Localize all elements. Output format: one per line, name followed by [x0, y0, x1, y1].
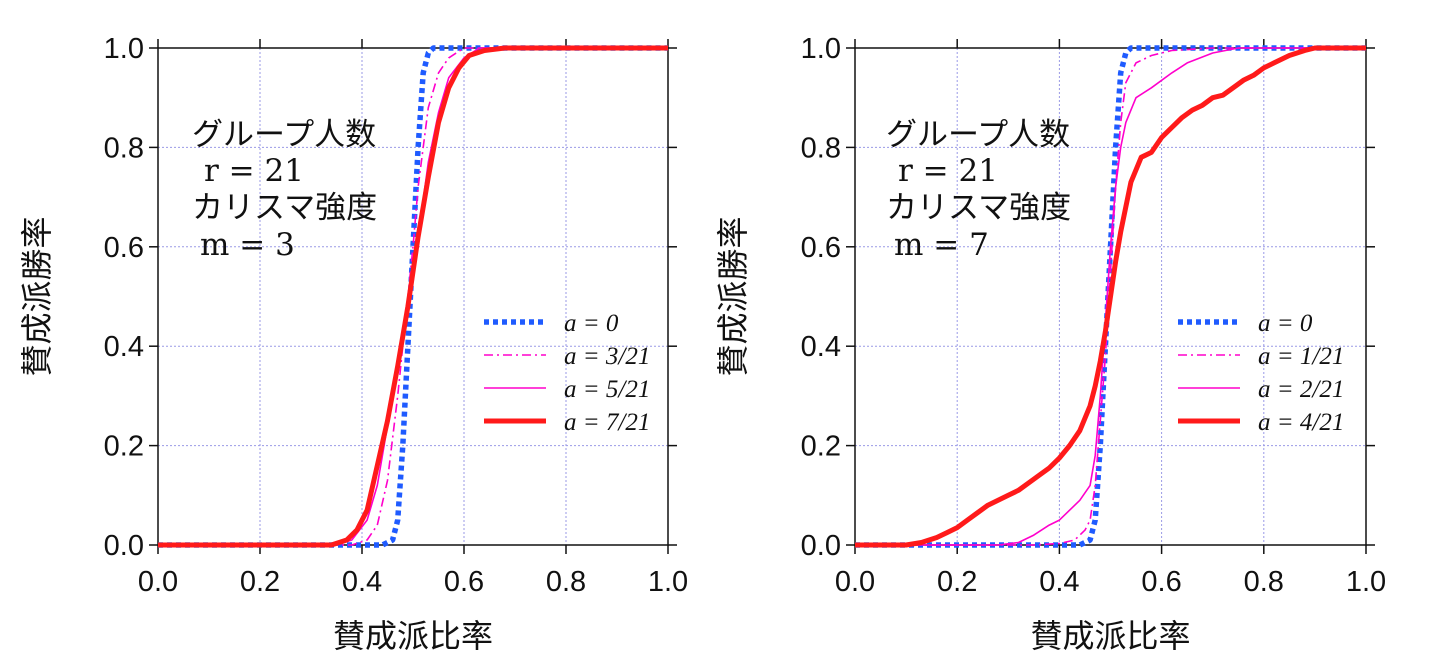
- chart-panel-1: 0.0 0.2 0.4 0.6 0.8 1.0 0.0 0.2 0.4 0.6 0.8 1.0 賛成派比…: [18, 33, 688, 655]
- x-tick-label: 1.0: [1346, 566, 1386, 598]
- annotation-text: グループ人数: [192, 117, 376, 153]
- y-tick-label: 0.0: [801, 530, 841, 562]
- legend-label: a = 0: [564, 310, 619, 337]
- legend-label: a = 2/21: [1258, 376, 1344, 403]
- series-line: [855, 45, 1366, 548]
- y-tick-label: 0.4: [104, 331, 144, 363]
- annotation-text: r = 21: [204, 153, 304, 189]
- y-tick-label: 1.0: [801, 33, 841, 65]
- series-line: [158, 45, 668, 548]
- y-tick-label: 0.2: [801, 431, 841, 463]
- x-axis-title: 賛成派比率: [1030, 617, 1190, 655]
- annotation-text: グループ人数: [886, 117, 1070, 153]
- series-line: [158, 47, 668, 546]
- series-line: [855, 45, 1366, 548]
- x-tick-label: 0.2: [937, 566, 977, 598]
- y-tick-label: 0.6: [801, 232, 841, 264]
- x-tick-label: 0.4: [1039, 566, 1079, 598]
- y-tick-label: 0.6: [104, 232, 144, 264]
- plot-frame: [854, 47, 1367, 546]
- x-tick-label: 0.2: [240, 566, 280, 598]
- y-tick-label: 0.8: [801, 132, 841, 164]
- annotation-text: m = 3: [200, 227, 295, 263]
- x-axis-title: 賛成派比率: [333, 617, 493, 655]
- y-tick-label: 0.4: [801, 331, 841, 363]
- legend-label: a = 4/21: [1258, 409, 1344, 436]
- legend-label: a = 3/21: [564, 343, 650, 370]
- legend-label: a = 1/21: [1258, 343, 1344, 370]
- y-axis-title: 賛成派勝率: [714, 216, 752, 376]
- series-line: [855, 47, 1366, 546]
- chart-panel-2: 0.0 0.2 0.4 0.6 0.8 1.0 0.0 0.2 0.4 0.6 0.8 1.0 賛成派比…: [714, 33, 1386, 655]
- x-tick-label: 0.8: [546, 566, 586, 598]
- legend-label: a = 5/21: [564, 376, 650, 403]
- x-tick-label: 0.8: [1244, 566, 1284, 598]
- x-tick-label: 1.0: [648, 566, 688, 598]
- y-tick-label: 1.0: [104, 33, 144, 65]
- legend-label: a = 0: [1258, 310, 1313, 337]
- x-tick-label: 0.4: [342, 566, 382, 598]
- annotation-text: m = 7: [894, 227, 989, 263]
- x-tick-label: 0.0: [138, 566, 178, 598]
- y-tick-label: 0.8: [104, 132, 144, 164]
- x-tick-label: 0.6: [1141, 566, 1181, 598]
- y-tick-label: 0.0: [104, 530, 144, 562]
- x-tick-label: 0.0: [835, 566, 875, 598]
- y-tick-label: 0.2: [104, 431, 144, 463]
- y-axis-title: 賛成派勝率: [18, 216, 56, 376]
- annotation-text: カリスマ強度: [886, 190, 1071, 226]
- legend-label: a = 7/21: [564, 409, 650, 436]
- plot-frame: [157, 47, 669, 546]
- series-line: [158, 45, 668, 548]
- x-tick-label: 0.6: [444, 566, 484, 598]
- annotation-text: カリスマ強度: [192, 190, 377, 226]
- annotation-text: r = 21: [898, 153, 998, 189]
